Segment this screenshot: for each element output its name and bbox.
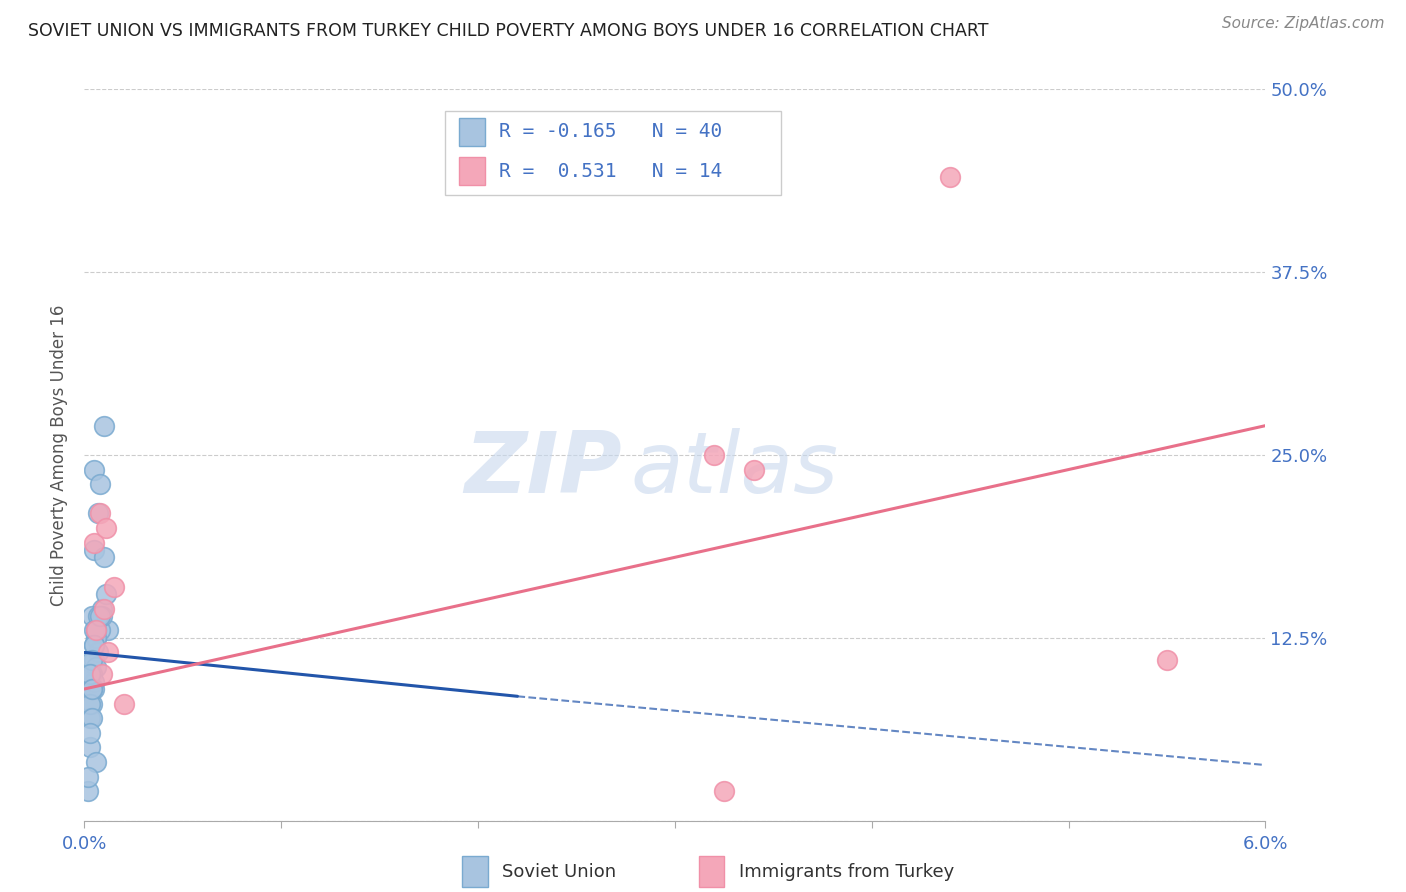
Bar xyxy=(699,856,724,888)
Point xyxy=(91,667,114,681)
Point xyxy=(97,624,120,638)
Point xyxy=(97,645,120,659)
Text: R =  0.531   N = 14: R = 0.531 N = 14 xyxy=(499,161,723,180)
Point xyxy=(87,645,110,659)
Point xyxy=(82,653,104,667)
Point xyxy=(82,681,104,696)
Point xyxy=(94,521,117,535)
Point xyxy=(89,477,111,491)
Point xyxy=(77,770,100,784)
Text: ZIP: ZIP xyxy=(464,428,621,511)
Point xyxy=(1156,653,1178,667)
Point xyxy=(89,624,111,638)
Text: Immigrants from Turkey: Immigrants from Turkey xyxy=(738,863,953,880)
Text: atlas: atlas xyxy=(630,428,838,511)
Point xyxy=(82,697,104,711)
Point xyxy=(79,740,101,755)
Point xyxy=(79,667,101,681)
Point xyxy=(713,784,735,798)
Point xyxy=(84,624,107,638)
Point xyxy=(742,462,765,476)
Point xyxy=(83,535,105,549)
Point xyxy=(89,507,111,521)
Y-axis label: Child Poverty Among Boys Under 16: Child Poverty Among Boys Under 16 xyxy=(49,304,67,606)
Point xyxy=(89,608,111,623)
Point xyxy=(83,653,105,667)
Point xyxy=(91,601,114,615)
Point xyxy=(77,784,100,798)
Point xyxy=(79,711,101,725)
Point xyxy=(112,697,135,711)
Point xyxy=(93,418,115,433)
Point xyxy=(82,681,104,696)
Text: Soviet Union: Soviet Union xyxy=(502,863,617,880)
Point xyxy=(83,681,105,696)
Point xyxy=(94,587,117,601)
Bar xyxy=(458,157,485,185)
Point xyxy=(87,608,110,623)
Point xyxy=(83,543,105,558)
Point xyxy=(84,660,107,674)
Point xyxy=(83,462,105,476)
Point xyxy=(93,550,115,565)
Point xyxy=(79,726,101,740)
Point xyxy=(84,755,107,769)
Point xyxy=(84,631,107,645)
Bar xyxy=(463,856,488,888)
Point xyxy=(84,631,107,645)
Text: Source: ZipAtlas.com: Source: ZipAtlas.com xyxy=(1222,16,1385,31)
FancyBboxPatch shape xyxy=(444,112,782,195)
Point xyxy=(84,624,107,638)
Point xyxy=(82,608,104,623)
Point xyxy=(87,507,110,521)
Point xyxy=(939,169,962,184)
Point xyxy=(83,638,105,652)
Point xyxy=(93,601,115,615)
Point xyxy=(82,711,104,725)
Point xyxy=(82,667,104,681)
Point xyxy=(83,638,105,652)
Point xyxy=(91,608,114,623)
Point xyxy=(703,448,725,462)
Point xyxy=(103,580,125,594)
Point xyxy=(79,697,101,711)
Point xyxy=(83,674,105,689)
Text: SOVIET UNION VS IMMIGRANTS FROM TURKEY CHILD POVERTY AMONG BOYS UNDER 16 CORRELA: SOVIET UNION VS IMMIGRANTS FROM TURKEY C… xyxy=(28,22,988,40)
Point xyxy=(79,667,101,681)
Bar xyxy=(458,118,485,145)
Text: R = -0.165   N = 40: R = -0.165 N = 40 xyxy=(499,122,723,141)
Point xyxy=(83,624,105,638)
